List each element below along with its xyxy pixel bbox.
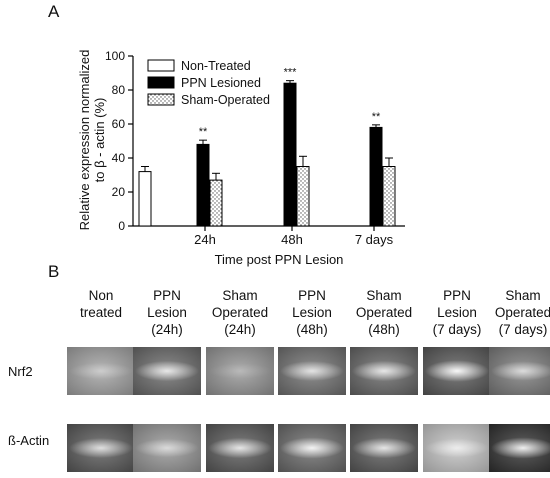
gel-row-label: ß-Actin	[8, 433, 50, 448]
gel-lane-image	[67, 424, 135, 472]
bar	[283, 82, 297, 227]
bar	[196, 143, 210, 227]
legend-swatch	[147, 93, 175, 106]
gel-lane-image	[278, 424, 346, 472]
gel-lane-image	[350, 424, 418, 472]
gel-lane	[67, 347, 135, 395]
gel-lane	[489, 347, 550, 395]
gel-column-label: PPN Lesion (48h)	[292, 288, 332, 337]
gel-lane	[206, 347, 274, 395]
gel-lane	[423, 424, 491, 472]
gel-lane-image	[133, 424, 201, 472]
x-axis-label: Time post PPN Lesion	[215, 252, 344, 267]
gel-lane	[206, 424, 274, 472]
legend-label: Non-Treated	[181, 59, 251, 73]
bar	[296, 166, 310, 227]
gel-lane-image	[489, 424, 550, 472]
panel-b-label: B	[48, 262, 60, 281]
y-axis-label-line-2: to β - actin (%)	[92, 98, 107, 183]
gel-lane	[67, 424, 135, 472]
x-tick-label: 7 days	[355, 232, 394, 247]
gel-lane	[350, 424, 418, 472]
gel-column-label: PPN Lesion (24h)	[147, 288, 187, 337]
gel-lane-image	[67, 347, 135, 395]
gel-lane-image	[423, 347, 491, 395]
gel-row-label: Nrf2	[8, 364, 33, 379]
bar	[209, 179, 223, 227]
gel-lane-image	[423, 424, 491, 472]
bar	[382, 166, 396, 227]
legend-swatch	[147, 59, 175, 72]
significance-marker: ***	[284, 67, 298, 79]
y-tick-label: 20	[112, 185, 126, 199]
gel-lane-image	[133, 347, 201, 395]
gel-column-label: Sham Operated (48h)	[355, 288, 413, 337]
gel-lane-image	[350, 347, 418, 395]
gel-lane	[133, 424, 201, 472]
bar	[138, 171, 152, 227]
gel-lane-image	[278, 347, 346, 395]
y-tick-label: 100	[105, 49, 125, 63]
y-tick-label: 60	[112, 117, 126, 131]
chart-legend: Non-Treated PPN Lesioned Sham-Operated	[147, 59, 270, 107]
significance-marker: **	[199, 126, 208, 138]
gel-lane-image	[206, 347, 274, 395]
y-tick-label: 40	[112, 151, 126, 165]
gel-column-label: PPN Lesion (7 days)	[432, 288, 482, 337]
legend-swatch	[147, 76, 175, 89]
panel-a-label: A	[48, 2, 60, 21]
gel-lane	[489, 424, 550, 472]
x-tick-label: 24h	[194, 232, 216, 247]
gel-column-label: Non treated	[79, 288, 123, 320]
legend-label: PPN Lesioned	[181, 76, 261, 90]
y-tick-label: 0	[118, 219, 125, 233]
chart-bars: *******	[138, 67, 396, 227]
gel-lane	[133, 347, 201, 395]
gel-column-label: Sham Operated (24h)	[211, 288, 269, 337]
gel-lane-image	[489, 347, 550, 395]
legend-label: Sham-Operated	[181, 93, 270, 107]
gel-lane	[423, 347, 491, 395]
chart-axes: 0 20 40 60 80 100 24h 48h 7 days	[105, 49, 405, 247]
gel-lane-image	[206, 424, 274, 472]
gel-lane	[278, 347, 346, 395]
y-axis-label-line-1: Relative expression normalized	[77, 50, 92, 231]
gel-column-label: Sham Operated (7 days)	[494, 288, 550, 337]
y-tick-label: 80	[112, 83, 126, 97]
x-tick-label: 48h	[281, 232, 303, 247]
gel-lane	[350, 347, 418, 395]
significance-marker: **	[372, 111, 381, 123]
bar	[369, 126, 383, 227]
gel-lane	[278, 424, 346, 472]
